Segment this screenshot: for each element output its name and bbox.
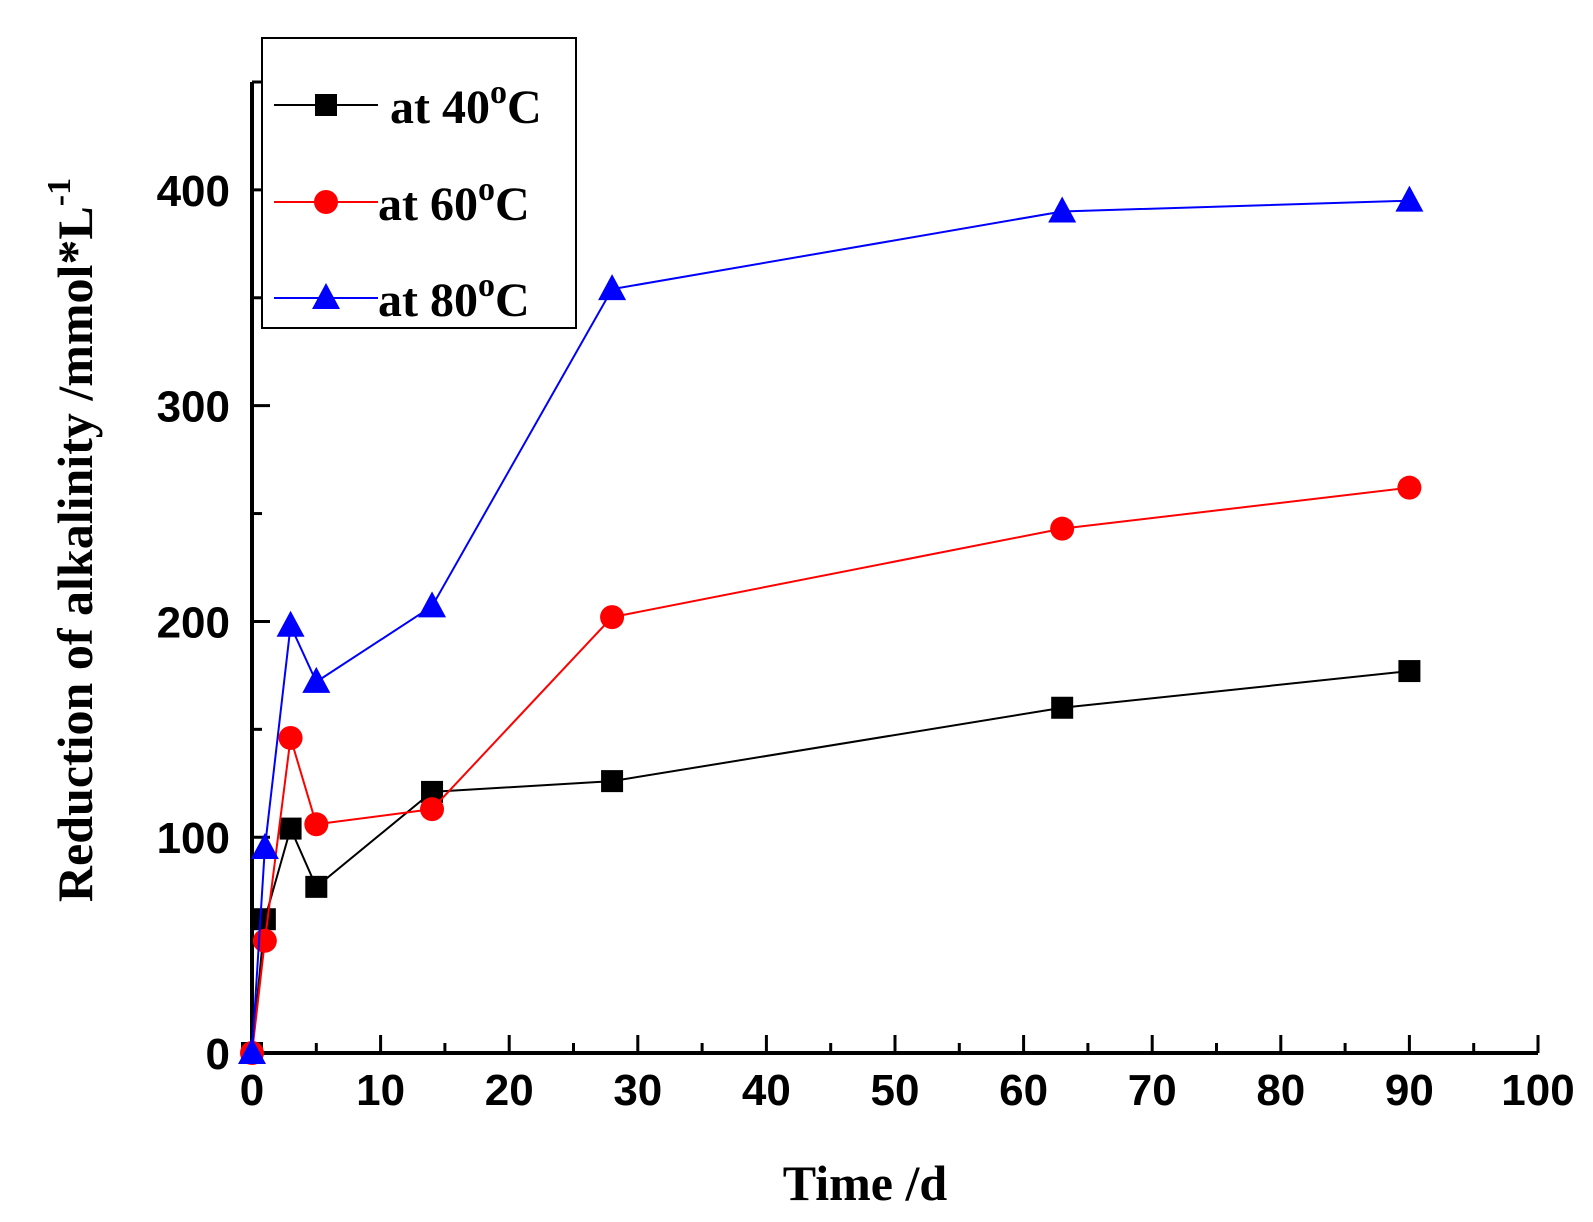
data-point: [279, 817, 302, 840]
x-tick-label: 80: [1256, 1066, 1305, 1115]
y-tick-label: 300: [157, 383, 230, 432]
data-point: [1050, 516, 1075, 541]
legend-label: at 40oC: [390, 74, 542, 134]
axes: 0 10 20 30 40 50 60 70 80 90 100 0 100 200 300 400: [157, 80, 1575, 1115]
data-point: [1048, 196, 1077, 223]
y-tick-label: 100: [157, 814, 230, 863]
legend-marker: [315, 94, 337, 116]
legend-label-suffix: C: [495, 178, 530, 231]
legend-box: [261, 37, 577, 329]
data-point: [305, 875, 328, 898]
data-point: [1398, 660, 1421, 683]
data-point: [601, 770, 624, 793]
legend-label: at 60oC: [378, 171, 530, 231]
series-1: [240, 475, 1422, 1065]
x-tick-label: 70: [1128, 1066, 1177, 1115]
data-point: [278, 725, 303, 750]
x-tick-label: 100: [1501, 1066, 1574, 1115]
series-line: [251, 199, 1410, 1054]
series-0: [241, 660, 1421, 1064]
series-2: [238, 185, 1424, 1064]
x-tick-label: 10: [356, 1066, 405, 1115]
x-tick-label: 90: [1385, 1066, 1434, 1115]
legend-label-sup: o: [490, 74, 507, 111]
x-tick-label: 30: [613, 1066, 662, 1115]
y-axis-title-main: Reduction of alkalinity /mmol*L: [47, 206, 103, 902]
legend-label-suffix: C: [495, 274, 530, 327]
y-tick-label: 0: [206, 1030, 230, 1079]
data-point: [253, 908, 276, 931]
data-point: [421, 780, 444, 803]
series-line: [251, 670, 1410, 1054]
data-point: [250, 833, 279, 860]
legend-marker: [312, 283, 340, 309]
legend-label-main: at 40: [390, 81, 490, 134]
x-tick-label: 40: [742, 1066, 791, 1115]
x-tick-label: 20: [485, 1066, 534, 1115]
x-tick-label: 60: [999, 1066, 1048, 1115]
data-point: [598, 274, 627, 301]
y-axis-title-sup: -1: [41, 178, 78, 206]
data-point: [1395, 185, 1424, 212]
data-point: [276, 610, 305, 637]
x-tick-label: 50: [871, 1066, 920, 1115]
y-tick-label: 400: [157, 167, 230, 216]
legend-entry-1: at 60oC: [274, 171, 530, 231]
legend-entry-2: at 80oC: [274, 267, 530, 327]
x-tick-label: 0: [240, 1066, 264, 1115]
legend-label: at 80oC: [378, 267, 530, 327]
legend-label-sup: o: [478, 171, 495, 208]
data-point: [304, 812, 329, 837]
legend-label-main: at 60: [378, 178, 478, 231]
legend-label-sup: o: [478, 267, 495, 304]
data-point: [238, 1038, 266, 1064]
legend-entry-0: at 40oC: [274, 74, 542, 134]
y-axis-title: Reduction of alkalinity /mmol*L-1: [41, 178, 103, 902]
series-layer: [238, 185, 1424, 1065]
y-tick-label: 200: [157, 598, 230, 647]
data-point: [600, 605, 625, 630]
legend-label-suffix: C: [507, 81, 542, 134]
data-point: [1051, 696, 1074, 719]
data-point: [252, 928, 277, 953]
legend-label-main: at 80: [378, 274, 478, 327]
series-line: [251, 486, 1410, 1054]
legend-marker: [314, 190, 338, 214]
data-point: [418, 591, 447, 618]
data-point: [302, 666, 331, 693]
x-axis-title: Time /d: [783, 1155, 948, 1211]
data-point: [1397, 475, 1422, 500]
data-point: [420, 797, 445, 822]
